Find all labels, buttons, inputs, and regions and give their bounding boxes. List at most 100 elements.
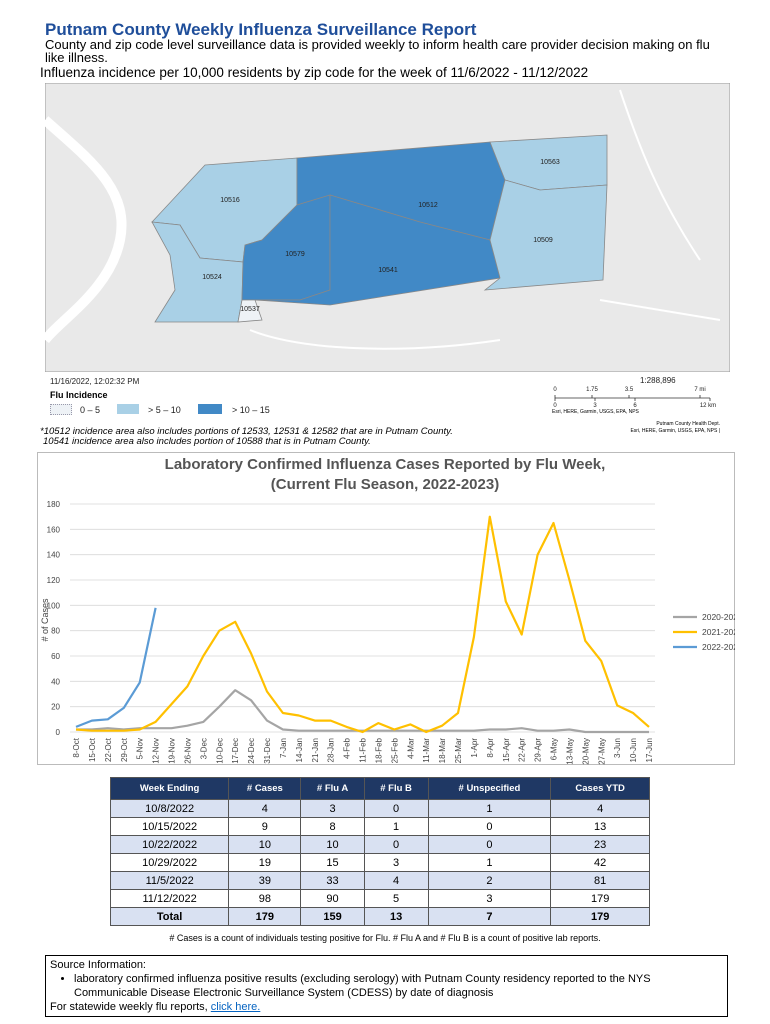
table-row: 10/15/2022 9 8 1 0 13 [109,817,650,836]
x-tick-label: 29-Oct [120,737,129,762]
x-tick-label: 10-Dec [215,738,224,764]
table-cell: 11/5/2022 [109,871,230,890]
scale-label: 0 [553,387,557,393]
map-note: *10512 incidence area also includes port… [40,426,453,437]
column-header: # Flu B [363,777,429,800]
series-line [75,515,650,734]
roads [249,89,721,350]
x-tick-label: 11-Mar [422,738,431,763]
table-cell: 33 [300,871,365,890]
x-tick-label: 25-Feb [390,737,399,763]
y-tick-label: 180 [47,500,61,509]
x-tick-label: 20-May [581,738,590,765]
map-credits: Esri, HERE, Garmin, USGS, EPA, NPS | [630,428,720,434]
source-heading: Source Information: [50,959,146,971]
zip-label: 10509 [533,237,553,244]
x-tick-label: 24-Dec [247,738,256,764]
zip-label: 10512 [418,202,438,209]
table-cell: 1 [363,817,429,836]
legend-label: 2020-2021 [702,612,735,622]
x-tick-label: 27-May [597,738,606,765]
x-tick-label: 12-Nov [152,738,161,764]
x-tick-label: 17-Jun [645,738,654,762]
table-cell: 39 [228,871,302,890]
table-cell: 98 [228,889,302,908]
table-row: 11/5/2022 39 33 4 2 81 [109,871,650,890]
zip-label: 10516 [220,197,240,204]
zip-label: 10524 [202,274,222,281]
table-row: Total 179 159 13 7 179 [109,907,650,926]
table-cell: 4 [363,871,429,890]
table-cell: 179 [550,907,650,926]
legend-swatch [50,404,72,415]
x-tick-label: 19-Nov [168,738,177,764]
table-cell: 1 [427,853,552,872]
table-cell: 1 [427,799,552,818]
zip-area [237,299,263,323]
zip-labels: 10516 10512 10563 10579 10509 10541 1052… [202,159,560,313]
series-line [75,607,157,728]
x-tick-label: 8-Apr [486,738,495,758]
legend-title: Flu Incidence [50,390,108,400]
map-note: 10541 incidence area also includes porti… [43,436,371,447]
y-tick-label: 20 [51,703,60,712]
legend-label: 0 – 5 [80,405,101,415]
x-tick-label: 18-Feb [374,737,383,763]
table-cell: 10/15/2022 [109,817,230,836]
table-cell: 42 [550,853,650,872]
table-cell: 10 [228,835,302,854]
table-cell: 2 [427,871,552,890]
x-tick-label: 10-Jun [629,738,638,762]
x-tick-label: 26-Nov [183,738,192,764]
x-tick-label: 21-Jan [311,738,320,762]
table-row: 10/29/2022 19 15 3 1 42 [109,853,650,872]
source-link-line: For statewide weekly flu reports, click … [50,1000,723,1014]
scale-label: 3 [593,403,597,409]
table-cell: 13 [363,907,429,926]
map-credits: Putnam County Health Dept. [656,421,720,427]
table-cell: 7 [427,907,552,926]
y-tick-label: 120 [47,576,61,585]
x-tick-label: 31-Dec [263,738,272,764]
x-tick-label: 11-Feb [359,737,368,762]
y-tick-label: 60 [51,652,60,661]
table-cell: 3 [363,853,429,872]
y-axis-label: # of Cases [40,598,50,642]
zip-areas [151,134,608,323]
map-timestamp: 11/16/2022, 12:02:32 PM [50,377,140,386]
table-cell: 3 [427,889,552,908]
x-tick-label: 1-Apr [470,738,479,758]
table-row: 10/22/2022 10 10 0 0 23 [109,835,650,854]
table-cell: 10/22/2022 [109,835,230,854]
scale-label: 6 [633,403,637,409]
y-tick-label: 80 [51,627,60,636]
legend-label: 2021-2022 [702,627,735,637]
table-row: 10/8/2022 4 3 0 1 4 [109,799,650,818]
scale-bar: 0 1.75 3.5 7 mi 0 3 6 12 km [553,387,716,409]
y-tick-label: 160 [47,525,61,534]
x-tick-label: 5-Nov [136,738,145,759]
header-row: Week Ending # Cases # Flu A # Flu B # Unspec… [109,777,650,800]
zip-label: 10579 [285,251,305,258]
legend-label: > 5 – 10 [148,405,181,415]
table-cell: 5 [363,889,429,908]
x-tick-label: 8-Oct [72,737,81,757]
map-credits: Esri, HERE, Garmin, USGS, EPA, NPS [552,409,639,415]
x-tick-label: 4-Feb [343,737,352,758]
x-tick-label: 15-Apr [502,738,511,762]
x-tick-label: 4-Mar [406,738,415,759]
source-box: Source Information: laboratory confirmed… [45,955,728,1017]
table-cell: 23 [550,835,650,854]
source-link-text: For statewide weekly flu reports, [50,1001,211,1013]
table-cell: 9 [228,817,302,836]
column-header: Cases YTD [550,777,650,800]
scale-label: 12 km [700,403,716,409]
legend-swatch [117,404,139,414]
column-header: # Cases [228,777,302,800]
source-link[interactable]: click here. [210,1001,261,1013]
x-tick-label: 15-Oct [88,737,97,762]
chart: Laboratory Confirmed Influenza Cases Rep… [40,456,735,765]
x-tick-label: 22-Oct [104,737,113,762]
map: 10516 10512 10563 10579 10509 10541 1052… [45,83,730,372]
chart-subtitle: (Current Flu Season, 2022-2023) [271,476,499,493]
